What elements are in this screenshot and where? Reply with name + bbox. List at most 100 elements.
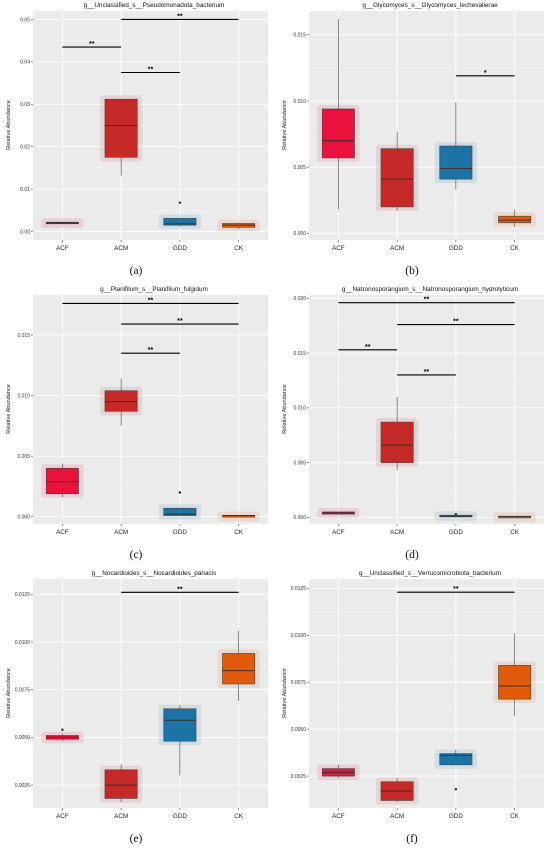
box-acf [317, 764, 360, 781]
x-tick-label-acm: ACM [114, 529, 128, 536]
x-tick-label-ck: CK [234, 529, 244, 536]
x-tick-label-acm: ACM [390, 813, 404, 820]
x-tick-label-gdd: GDD [449, 813, 463, 820]
box-body [163, 708, 197, 742]
box-gdd [434, 511, 478, 522]
box-ck [493, 512, 536, 523]
panel-caption: (c) [129, 549, 143, 561]
significance-label: ** [424, 297, 430, 304]
y-tick-label: 0.0100 [15, 640, 31, 646]
outlier-point [178, 201, 182, 204]
box-acm [375, 777, 419, 805]
x-tick-label-ck: CK [510, 813, 520, 820]
chart-a: 0.00 0.01 0.02 0.03 0.04 0.05 ACF ACM GDD CK ** ** *… [20, 11, 268, 252]
y-tick-label: 0.0075 [15, 687, 31, 693]
panel-caption: (a) [129, 265, 143, 277]
box-body [498, 215, 532, 224]
box-body [498, 665, 532, 700]
outlier-point [178, 491, 182, 494]
x-tick-label-acf: ACF [56, 813, 69, 820]
box-body [104, 390, 138, 412]
box-acm [375, 131, 419, 211]
box-body [321, 108, 355, 159]
panel-b: g__Glycomyces_s__Glycomyces_lechevaliera… [276, 0, 548, 284]
panel-e: g__Nocardioides_s__Nocardioides_panacis … [0, 568, 272, 852]
y-tick-label: 0.0025 [291, 774, 307, 780]
y-tick-label: 0.0025 [15, 783, 31, 789]
y-tick-label: 0.000 [293, 231, 306, 237]
x-tick-label-ck: CK [234, 813, 244, 820]
significance-label: ** [365, 344, 371, 351]
box-ck [217, 219, 260, 232]
x-tick-label-gdd: GDD [173, 813, 187, 820]
significance-label: ** [148, 66, 154, 73]
significance-label: ** [453, 319, 459, 326]
y-tick-label: 0.020 [293, 296, 306, 302]
y-tick-label: 0.010 [293, 99, 306, 105]
y-tick-label: 0.010 [17, 393, 30, 399]
chart-e: 0.0025 0.0050 0.0075 0.0100 0.0125 ACF ACM GDD C… [15, 579, 268, 820]
significance-label: ** [148, 347, 154, 354]
panel-a: g__Unclassified_s__Pseudomonadota_bacter… [0, 0, 272, 284]
outlier-point [61, 728, 64, 731]
y-tick-label: 0.015 [293, 351, 306, 357]
significance-label: ** [177, 318, 183, 325]
box-acf [317, 507, 360, 519]
y-tick-label: 0.010 [293, 406, 306, 412]
plot-background [33, 579, 268, 808]
box-body [163, 507, 197, 516]
x-tick-label-acf: ACF [56, 529, 69, 536]
y-tick-label: 0.005 [17, 454, 30, 460]
significance-label: ** [453, 586, 459, 593]
panel-c: g__Planifilum_s__Planifilum_fulgidum Rel… [0, 284, 272, 568]
y-tick-label: 0.015 [17, 333, 30, 339]
y-tick-label: 0.000 [17, 515, 30, 521]
box-body [222, 653, 256, 685]
x-tick-label-gdd: GDD [449, 245, 463, 252]
box-acf [41, 728, 84, 744]
box-body [45, 467, 79, 495]
y-tick-label: 0.00 [20, 229, 30, 235]
outlier-point [454, 512, 458, 516]
y-tick-label: 0.03 [20, 102, 30, 108]
panel-caption: (f) [406, 833, 418, 845]
panel-d: g__Natronosporangium_s__Natronosporangiu… [276, 284, 548, 568]
panel-caption: (b) [405, 265, 419, 277]
y-tick-label: 0.005 [293, 165, 306, 171]
y-tick-label: 0.005 [293, 460, 306, 466]
box-acf [41, 463, 84, 498]
y-tick-label: 0.04 [20, 60, 30, 66]
box-body [380, 148, 414, 208]
y-tick-label: 0.0050 [15, 735, 31, 741]
chart-f: 0.0025 0.0050 0.0075 0.0100 0.0125 ACF ACM GDD C… [291, 579, 544, 820]
box-acm [99, 764, 143, 803]
box-body [439, 145, 473, 180]
chart-b: 0.000 0.005 0.010 0.015 ACF ACM GDD CK * [293, 11, 544, 252]
chart-title: g__Natronosporangium_s__Natronosporangiu… [341, 286, 519, 293]
box-body [104, 769, 138, 799]
x-tick-label-gdd: GDD [449, 529, 463, 536]
x-tick-label-acf: ACF [332, 813, 345, 820]
y-tick-label: 0.01 [20, 187, 30, 193]
x-tick-label-ck: CK [510, 245, 520, 252]
chart-title: g__Planifilum_s__Planifilum_fulgidum [100, 286, 208, 293]
x-tick-label-acm: ACM [114, 813, 128, 820]
outlier-point [454, 788, 458, 791]
panel-caption: (e) [129, 833, 143, 845]
x-tick-label-gdd: GDD [173, 529, 187, 536]
chart-d: 0.000 0.005 0.010 0.015 0.020 ACF ACM GDD CK ** **… [293, 295, 544, 536]
chart-c: 0.000 0.005 0.010 0.015 ACF ACM GDD CK ** ** ** [17, 295, 268, 536]
box-acf [317, 18, 360, 210]
box-acm [99, 95, 143, 176]
y-tick-label: 0.05 [20, 17, 30, 23]
x-tick-label-acf: ACF [332, 245, 345, 252]
box-gdd [434, 102, 478, 190]
y-tick-label: 0.015 [293, 33, 306, 39]
box-body [104, 98, 138, 158]
box-ck [217, 630, 260, 702]
significance-label: ** [424, 369, 430, 376]
box-body [380, 421, 414, 463]
box-ck [217, 511, 260, 522]
x-tick-label-ck: CK [234, 245, 244, 252]
box-body [439, 753, 473, 766]
